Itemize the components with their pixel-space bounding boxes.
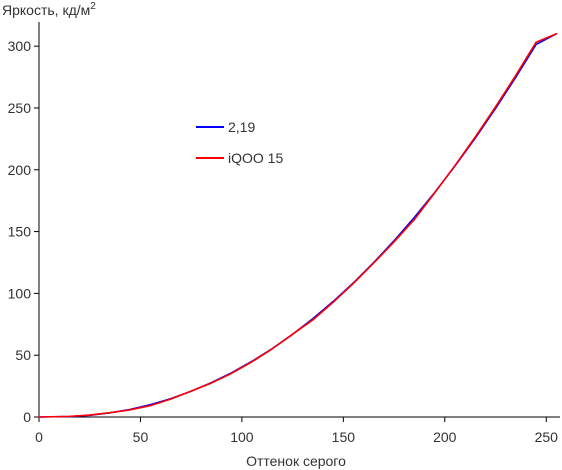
ticks: 0 50 100 150 200 250 0 50 100 150 200 250 300 [8,38,559,445]
x-tick-label: 50 [133,429,149,445]
y-tick-label: 200 [8,162,32,178]
series-line [38,32,558,418]
series-line [38,32,558,418]
legend: 2,19 iQOO 15 [196,119,283,166]
x-tick-label: 200 [433,429,457,445]
x-tick-label: 100 [230,429,254,445]
y-tick-label: 250 [8,100,32,116]
legend-label: 2,19 [228,119,255,135]
y-tick-label: 300 [8,38,32,54]
y-tick-label: 50 [15,347,31,363]
y-tick-label: 100 [8,285,32,301]
x-tick-label: 150 [332,429,356,445]
axes [38,22,560,418]
x-tick-label: 250 [535,429,559,445]
legend-label: iQOO 15 [228,150,283,166]
x-axis-label: Оттенок серого [246,453,346,469]
x-tick-label: 0 [35,429,43,445]
y-axis-label-superscript: 2 [90,1,96,12]
y-tick-label: 150 [8,224,32,240]
y-tick-label: 0 [23,409,31,425]
series-lines [38,32,558,418]
y-axis-label: Яркость, кд/м2 [2,1,96,18]
y-axis-label-text: Яркость, кд/м [2,2,90,18]
